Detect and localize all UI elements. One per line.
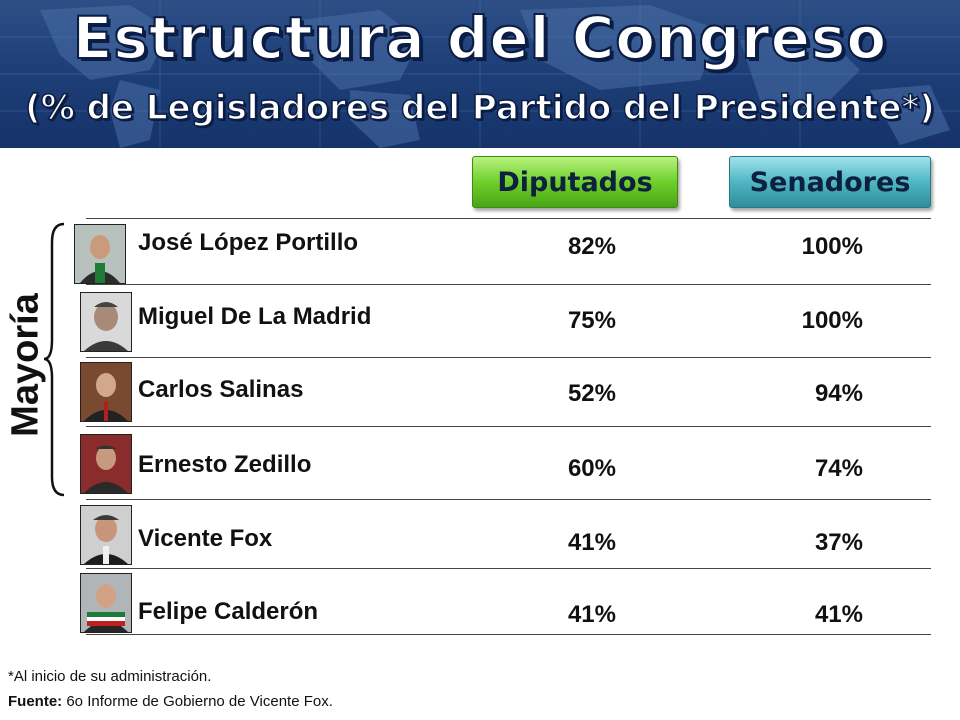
president-photo (80, 505, 132, 565)
diputados-value: 41% (567, 529, 616, 556)
president-photo (80, 292, 132, 352)
diputados-value: 60% (567, 455, 616, 482)
diputados-value: 41% (567, 601, 616, 628)
majority-brace (43, 222, 65, 497)
president-photo (80, 434, 132, 494)
footnote-source: Fuente: 6o Informe de Gobierno de Vicent… (8, 693, 333, 710)
president-name: Carlos Salinas (138, 376, 304, 403)
row-divider (86, 568, 931, 569)
diputados-value: 52% (567, 380, 616, 407)
diputados-column-header: Diputados (472, 156, 678, 208)
diputados-value: 82% (567, 233, 616, 260)
row-divider (86, 426, 931, 427)
president-name: Miguel De La Madrid (138, 303, 372, 330)
title-banner: Estructura del Congreso (% de Legislador… (0, 0, 960, 148)
row-divider (86, 218, 931, 219)
row-divider (86, 634, 931, 635)
page-subtitle: (% de Legisladores del Partido del Presi… (24, 87, 935, 129)
president-photo (80, 362, 132, 422)
page-title: Estructura del Congreso (72, 3, 888, 73)
source-text: 6o Informe de Gobierno de Vicente Fox. (62, 693, 333, 710)
majority-label: Mayoría (4, 293, 47, 437)
president-name: Felipe Calderón (138, 598, 319, 625)
senadores-value: 100% (801, 307, 863, 334)
row-divider (86, 284, 931, 285)
footnote-note: *Al inicio de su administración. (8, 668, 212, 685)
world-map-background (0, 0, 960, 148)
president-photo (74, 224, 126, 284)
row-divider (86, 499, 931, 500)
senadores-value: 41% (814, 601, 863, 628)
senadores-value: 74% (814, 455, 863, 482)
senadores-value: 37% (814, 529, 863, 556)
president-name: Vicente Fox (138, 525, 273, 552)
row-divider (86, 357, 931, 358)
source-label: Fuente: (8, 693, 63, 710)
senadores-column-header: Senadores (729, 156, 931, 208)
senadores-value: 94% (814, 380, 863, 407)
senadores-value: 100% (801, 233, 863, 260)
president-photo (80, 573, 132, 633)
president-name: José López Portillo (138, 229, 359, 256)
president-name: Ernesto Zedillo (138, 451, 312, 478)
diputados-value: 75% (567, 307, 616, 334)
